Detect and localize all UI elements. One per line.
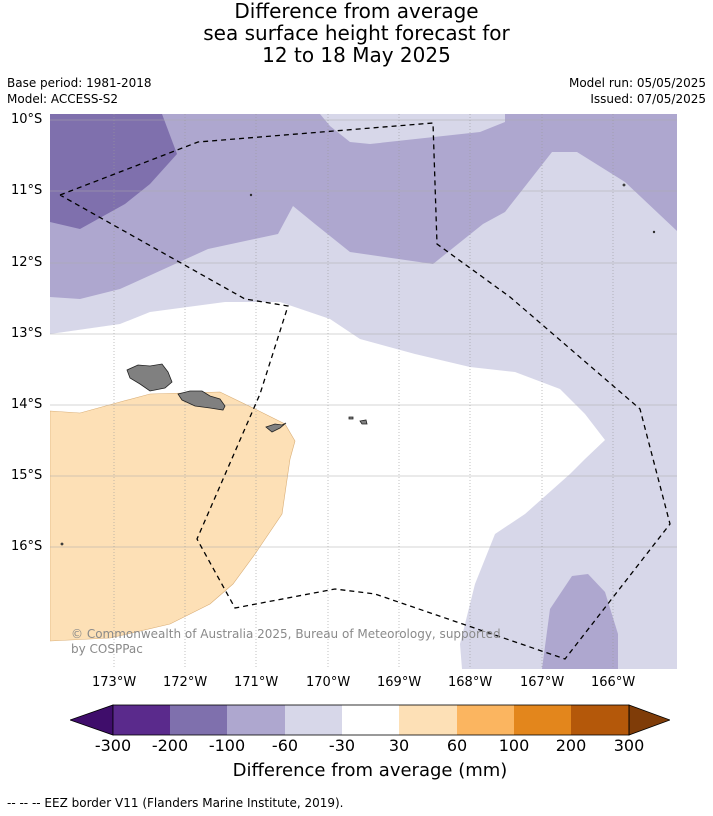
lat-label-12s: 12°S: [11, 255, 43, 270]
anomaly-region-minus-100-to-200: [50, 114, 177, 229]
land-masses: [60, 183, 656, 546]
island-speck-1: [249, 193, 253, 197]
lat-label-13s: 13°S: [11, 326, 43, 341]
cbar-tick-3: -100: [208, 736, 246, 755]
lon-label-169w: 169°W: [377, 675, 422, 690]
copyright-line-2: by COSPPac: [71, 642, 143, 656]
cbar-tick-4: -60: [271, 736, 299, 755]
colorbar-bin-7: [457, 705, 514, 735]
lon-label-166w: 166°W: [591, 675, 636, 690]
sea-height-map: [50, 114, 677, 669]
lon-label-170w: 170°W: [306, 675, 351, 690]
lat-label-15s: 15°S: [11, 468, 43, 483]
lat-label-10s: 10°S: [11, 112, 43, 127]
colorbar-extend-low: [70, 704, 114, 736]
lon-label-173w: 173°W: [92, 675, 137, 690]
island-speck-3: [652, 230, 656, 234]
meta-right: Model run: 05/05/2025 Issued: 07/05/2025: [569, 75, 706, 107]
cbar-tick-1: -300: [94, 736, 132, 755]
colorbar-extend-high: [628, 704, 670, 736]
base-period: Base period: 1981-2018: [7, 76, 152, 90]
lon-label-171w: 171°W: [234, 675, 279, 690]
map-title: Difference from average sea surface heig…: [0, 0, 713, 66]
colorbar-bin-6: [399, 705, 457, 735]
cbar-tick-6: 30: [388, 736, 410, 755]
map-gridlines: [50, 114, 677, 669]
island-speck-4: [60, 542, 64, 546]
lat-label-11s: 11°S: [11, 183, 43, 198]
island-manua-1: [348, 416, 354, 420]
cbar-tick-10: 300: [613, 736, 645, 755]
eez-footnote: -- -- -- EEZ border V11 (Flanders Marine…: [7, 796, 344, 810]
colorbar-title: Difference from average (mm): [232, 760, 508, 781]
copyright-line-1: © Commonwealth of Australia 2025, Bureau…: [71, 627, 501, 641]
cbar-tick-2: -200: [151, 736, 189, 755]
colorbar-bin-8: [514, 705, 571, 735]
lat-label-14s: 14°S: [11, 397, 43, 412]
lon-label-172w: 172°W: [163, 675, 208, 690]
island-upolu: [177, 390, 226, 411]
colorbar-bin-1: [113, 705, 170, 735]
cbar-tick-9: 200: [555, 736, 587, 755]
colorbar-bin-4: [285, 705, 342, 735]
eez-border-tokelau: [59, 122, 671, 660]
colorbar-outline: [112, 704, 630, 736]
title-line-2: sea surface height forecast for: [203, 21, 510, 45]
island-manua-2: [359, 419, 368, 425]
eez-borders: [59, 122, 671, 660]
anomaly-region-se-patch: [542, 574, 618, 669]
model-run: Model run: 05/05/2025: [568, 76, 706, 90]
colorbar-bin-9: [571, 705, 629, 735]
colorbar: [70, 704, 670, 736]
island-savaii: [126, 363, 173, 392]
meta-left: Base period: 1981-2018 Model: ACCESS-S2: [7, 75, 152, 107]
colorbar-bin-5: [342, 705, 399, 735]
anomaly-region-minus-60-to-100: [50, 114, 677, 299]
island-speck-2: [622, 183, 626, 187]
island-tutuila: [265, 422, 287, 433]
lat-label-16s: 16°S: [11, 539, 43, 554]
colorbar-bin-2: [170, 705, 227, 735]
cbar-tick-7: 60: [446, 736, 468, 755]
title-line-3: 12 to 18 May 2025: [262, 43, 451, 67]
copyright-notice: © Commonwealth of Australia 2025, Bureau…: [71, 627, 501, 657]
cbar-tick-5: -30: [328, 736, 356, 755]
lon-label-167w: 167°W: [520, 675, 565, 690]
title-line-1: Difference from average: [234, 0, 479, 23]
colorbar-bin-3: [227, 705, 285, 735]
issued-date: Issued: 07/05/2025: [590, 92, 706, 106]
model-name: Model: ACCESS-S2: [7, 92, 119, 106]
anomaly-region-top-notch: [320, 114, 505, 144]
cbar-tick-8: 100: [498, 736, 530, 755]
lon-label-168w: 168°W: [448, 675, 493, 690]
